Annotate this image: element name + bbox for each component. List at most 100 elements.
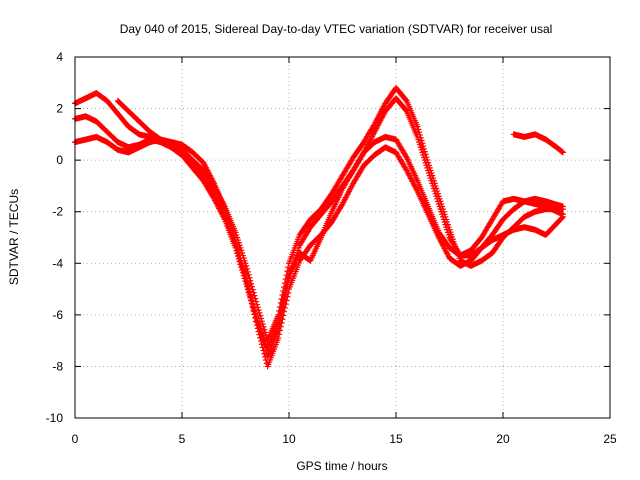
track-b-point	[260, 347, 267, 354]
track-c-point	[414, 123, 421, 130]
track-c-point	[420, 145, 427, 152]
track-b-point	[261, 350, 268, 357]
track-d-point	[281, 293, 288, 300]
track-d-point	[247, 294, 254, 301]
track-d-point	[245, 289, 252, 296]
track-d-point	[237, 261, 244, 268]
track-d-point	[278, 304, 285, 311]
track-c-point	[244, 265, 251, 272]
track-c-point	[423, 154, 430, 161]
x-axis-label: GPS time / hours	[296, 459, 387, 473]
plot-frame	[74, 56, 611, 419]
track-d-point	[285, 274, 292, 281]
track-c-point	[253, 298, 260, 305]
track-c-point	[258, 315, 265, 322]
y-tick-label: 0	[56, 153, 63, 167]
x-tick-label: 5	[179, 432, 186, 446]
track-d-point	[283, 281, 290, 288]
track-d-point	[234, 250, 241, 257]
track-d-point	[234, 253, 241, 260]
track-d-point	[239, 269, 246, 276]
track-d-point	[276, 315, 283, 322]
track-d-point	[280, 296, 287, 303]
track-c-point	[420, 143, 427, 150]
track-b-point	[275, 335, 282, 342]
track-d-point	[241, 275, 248, 282]
y-tick-label: -4	[52, 256, 63, 270]
track-c-point	[252, 295, 259, 302]
track-c-point	[257, 312, 264, 319]
track-d-point	[233, 247, 240, 254]
axis-ticks: 0 5 10 15 20 25 -10 -8 -6 -4 -2 0 2 4	[46, 50, 617, 446]
track-b-point	[258, 338, 265, 345]
x-tick-label: 10	[282, 432, 296, 446]
track-c-point	[416, 129, 423, 136]
data-points	[72, 84, 566, 370]
track-c-point	[255, 307, 262, 314]
track-b-point	[559, 214, 566, 221]
x-tick-label: 0	[72, 432, 79, 446]
track-c-point	[254, 304, 261, 311]
y-tick-label: 4	[56, 50, 63, 64]
track-d-point	[242, 278, 249, 285]
track-d-point	[239, 267, 246, 274]
track-c-point	[419, 140, 426, 147]
track-d-point	[232, 244, 239, 251]
x-tick-label: 25	[603, 432, 617, 446]
track-c-point	[421, 148, 428, 155]
track-d-point	[240, 272, 247, 279]
y-tick-label: 2	[56, 102, 63, 116]
track-d-point	[252, 311, 259, 318]
track-d-point	[284, 278, 291, 285]
track-d-point	[276, 312, 283, 319]
track-d-point	[238, 264, 245, 271]
track-c-point	[416, 131, 423, 138]
y-tick-label: -10	[46, 411, 64, 425]
track-b-point	[262, 353, 269, 360]
track-b-point	[559, 213, 566, 220]
track-d-point	[236, 258, 243, 265]
track-b-point	[276, 331, 283, 338]
track-d-point	[246, 292, 253, 299]
late-segment-point	[559, 149, 566, 156]
track-d-point	[559, 203, 566, 210]
y-tick-label: -8	[52, 359, 63, 373]
late-segment-point	[559, 148, 566, 155]
track-d-point	[249, 303, 256, 310]
track-c-point	[261, 326, 268, 333]
track-c-point	[424, 156, 431, 163]
track-c-point	[418, 137, 425, 144]
track-d-point	[281, 289, 288, 296]
track-d-point	[282, 285, 289, 292]
track-d-point	[244, 283, 251, 290]
track-c-point	[417, 134, 424, 141]
track-d-point	[235, 255, 242, 262]
y-axis-label: SDTVAR / TECUs	[7, 189, 21, 285]
track-b-point	[259, 344, 266, 351]
track-c-point	[415, 126, 422, 133]
chart-title: Day 040 of 2015, Sidereal Day-to-day VTE…	[120, 22, 553, 36]
track-d-point	[279, 300, 286, 307]
track-d-point	[248, 297, 255, 304]
track-c-point	[258, 318, 265, 325]
track-d-point	[250, 305, 257, 312]
track-d-point	[253, 314, 260, 321]
track-c-point	[253, 301, 260, 308]
track-d-point	[248, 300, 255, 307]
x-tick-label: 20	[496, 432, 510, 446]
track-d-point	[243, 280, 250, 287]
track-d-point	[402, 153, 409, 160]
x-tick-label: 15	[389, 432, 403, 446]
track-d-point	[251, 308, 258, 315]
track-c-point	[256, 309, 263, 316]
track-d-point	[277, 308, 284, 315]
track-d-point	[275, 319, 282, 326]
y-tick-label: -2	[52, 205, 63, 219]
track-c-point	[243, 262, 250, 269]
track-c-point	[422, 151, 429, 158]
track-c-point	[245, 271, 252, 278]
track-c-point	[244, 268, 251, 275]
track-d-point	[244, 286, 251, 293]
y-tick-label: -6	[52, 308, 63, 322]
